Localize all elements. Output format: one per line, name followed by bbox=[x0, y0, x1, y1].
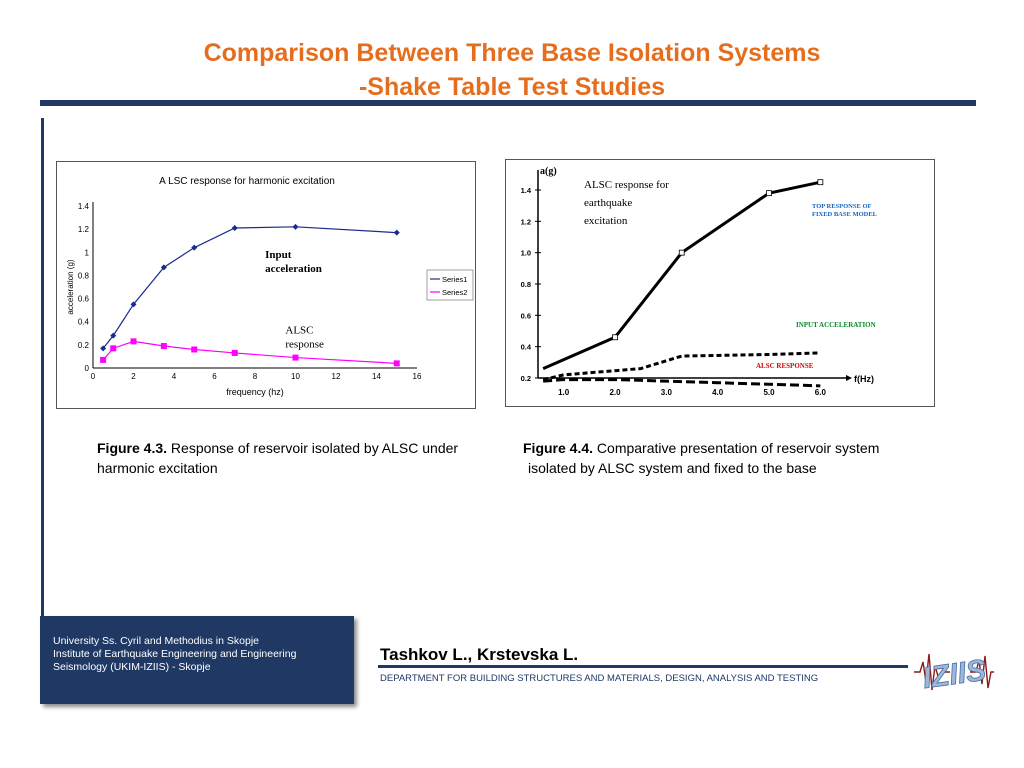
chart2-series-line bbox=[543, 378, 821, 388]
earthquake-chart-svg: a(g) f(Hz) 0.2 0.4 0.6 0.8 1.0 1.2 1.4 1.0 2.0 3.0 4… bbox=[521, 166, 878, 397]
chart1-series-line bbox=[102, 226, 397, 349]
chart1-series2-point bbox=[393, 360, 400, 367]
chart1-x-tick-label: 6 bbox=[212, 372, 217, 381]
chart1-series1-point bbox=[292, 223, 299, 230]
figure-4-4-text-line2: isolated by ALSC system and fixed to the… bbox=[528, 460, 817, 476]
chart2-x-tick-label: 2.0 bbox=[609, 388, 621, 397]
author-divider bbox=[378, 665, 908, 668]
earthquake-response-chart: a(g) f(Hz) 0.2 0.4 0.6 0.8 1.0 1.2 1.4 1.0 2.0 3.0 4… bbox=[505, 159, 935, 407]
department-name: DEPARTMENT FOR BUILDING STRUCTURES AND M… bbox=[380, 673, 819, 684]
chart1-series2-point bbox=[110, 345, 117, 352]
chart1-y-tick-label: 0 bbox=[85, 364, 90, 373]
chart2-y-tick-label: 0.2 bbox=[521, 374, 531, 383]
chart2-series-label: INPUT ACCELERATION bbox=[796, 321, 876, 329]
chart1-series2-point bbox=[292, 354, 299, 361]
chart2-y-tick-label: 0.8 bbox=[521, 280, 531, 289]
chart1-annotation: ALSC response bbox=[285, 324, 324, 350]
chart1-series1-point bbox=[231, 224, 238, 231]
chart1-series2-point bbox=[100, 356, 107, 363]
chart2-series-line bbox=[542, 180, 821, 370]
chart1-series2-point bbox=[130, 338, 137, 345]
chart1-series1-point bbox=[100, 345, 107, 352]
chart1-x-tick-label: 4 bbox=[172, 372, 177, 381]
chart2-series-point bbox=[766, 190, 772, 197]
chart2-x-tick-label: 1.0 bbox=[558, 388, 570, 397]
chart1-series2-point bbox=[231, 349, 238, 356]
chart2-y-tick-label: 1.4 bbox=[521, 186, 532, 195]
chart1-y-tick-label: 0.4 bbox=[78, 318, 90, 327]
institution-box: University Ss. Cyril and Methodius in Sk… bbox=[40, 616, 354, 704]
chart1-legend-label: Series1 bbox=[442, 275, 467, 284]
chart1-series2-point bbox=[160, 343, 167, 350]
iziis-logo: IZIIS bbox=[914, 653, 994, 696]
chart1-series1-point bbox=[393, 229, 400, 236]
chart1-y-axis-label: acceleration (g) bbox=[66, 259, 75, 314]
figure-4-4-caption: Figure 4.4. Comparative presentation of … bbox=[523, 438, 973, 478]
chart2-series-point bbox=[612, 334, 618, 341]
slide-title-line1: Comparison Between Three Base Isolation … bbox=[203, 39, 821, 67]
chart1-x-tick-label: 8 bbox=[253, 372, 258, 381]
chart1-x-tick-label: 16 bbox=[413, 372, 422, 381]
institution-line3: Seismology (UKIM-IZIIS) - Skopje bbox=[53, 661, 211, 673]
chart2-series-label: ALSC RESPONSE bbox=[756, 362, 814, 370]
chart1-x-axis-label: frequency (hz) bbox=[226, 387, 284, 397]
logo-text: IZIIS bbox=[921, 654, 988, 695]
chart1-series2-point bbox=[191, 346, 198, 353]
chart1-x-tick-label: 10 bbox=[291, 372, 300, 381]
chart2-title: ALSC response for earthquake excitation bbox=[584, 179, 669, 227]
chart2-series-point bbox=[678, 249, 685, 256]
chart1-title: A LSC response for harmonic excitation bbox=[159, 176, 335, 187]
chart1-legend-box bbox=[426, 269, 474, 301]
chart1-y-tick-label: 0.8 bbox=[78, 271, 90, 280]
figure-4-4-label: Figure 4.4. bbox=[523, 440, 594, 456]
chart2-series-point bbox=[817, 179, 824, 186]
chart1-y-tick-label: 1 bbox=[85, 248, 90, 257]
harmonic-response-chart: A LSC response for harmonic excitation 0 0… bbox=[56, 161, 476, 409]
title-divider bbox=[40, 100, 976, 106]
figure-4-4-text-line1: Comparative presentation of reservoir sy… bbox=[593, 440, 880, 456]
figure-4-3-caption: Figure 4.3. Response of reservoir isolat… bbox=[97, 438, 507, 478]
chart2-x-axis-label: f(Hz) bbox=[854, 374, 874, 384]
chart1-series1-point bbox=[110, 332, 117, 339]
left-divider bbox=[41, 118, 44, 618]
chart1-series1-point bbox=[160, 264, 167, 271]
chart2-x-tick-label: 4.0 bbox=[712, 388, 724, 397]
figure-4-3-label: Figure 4.3. bbox=[97, 440, 168, 456]
figure-4-3-text: Response of reservoir isolated by ALSC u… bbox=[97, 440, 459, 476]
chart1-series-line bbox=[102, 340, 397, 364]
chart2-y-tick-label: 0.4 bbox=[521, 343, 532, 352]
chart1-legend-label: Series2 bbox=[442, 288, 467, 297]
chart2-y-tick-label: 1.2 bbox=[521, 217, 531, 226]
chart1-y-tick-label: 1.4 bbox=[78, 202, 90, 211]
authors: Tashkov L., Krstevska L. bbox=[380, 645, 579, 664]
institution-line2: Institute of Earthquake Engineering and … bbox=[53, 648, 297, 660]
chart1-y-tick-label: 0.6 bbox=[78, 295, 90, 304]
chart2-series-label: TOP RESPONSE OF FIXED BASE MODEL bbox=[812, 203, 878, 218]
institution-line1: University Ss. Cyril and Methodius in Sk… bbox=[53, 635, 260, 647]
chart2-y-tick-label: 0.6 bbox=[521, 311, 531, 320]
chart1-series1-point bbox=[130, 301, 137, 308]
chart2-x-tick-label: 5.0 bbox=[763, 388, 775, 397]
chart1-series1-point bbox=[191, 244, 198, 251]
chart1-x-tick-label: 14 bbox=[372, 372, 381, 381]
chart1-y-tick-label: 1.2 bbox=[78, 225, 90, 234]
chart1-x-tick-label: 2 bbox=[131, 372, 136, 381]
slide-title-line2: -Shake Table Test Studies bbox=[358, 73, 666, 101]
chart1-y-tick-label: 0.2 bbox=[78, 341, 90, 350]
chart1-annotation: Input acceleration bbox=[265, 249, 322, 275]
chart1-x-tick-label: 0 bbox=[91, 372, 96, 381]
chart2-series-line bbox=[542, 351, 821, 382]
chart2-x-tick-label: 6.0 bbox=[815, 388, 827, 397]
harmonic-chart-svg: A LSC response for harmonic excitation00… bbox=[66, 176, 474, 397]
chart2-y-tick-label: 1.0 bbox=[521, 249, 531, 258]
chart2-y-axis-label: a(g) bbox=[540, 166, 557, 177]
chart2-x-tick-label: 3.0 bbox=[661, 388, 673, 397]
chart2-x-axis-arrow bbox=[846, 375, 852, 381]
chart1-x-tick-label: 12 bbox=[332, 372, 341, 381]
